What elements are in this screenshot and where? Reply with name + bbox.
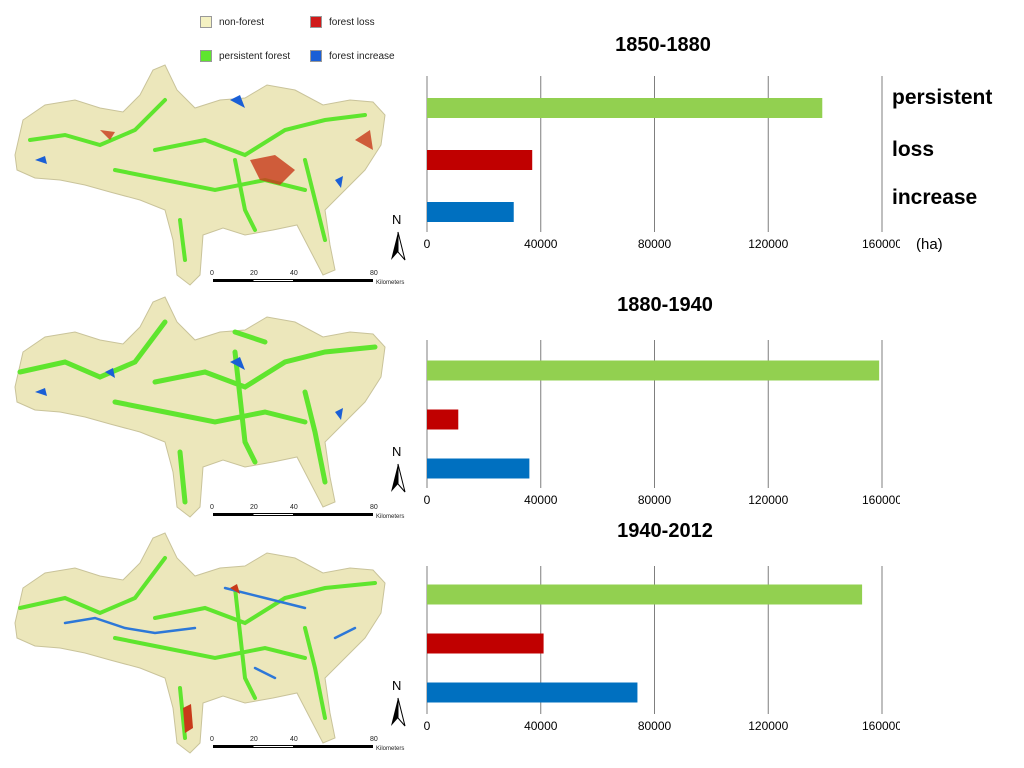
bar-loss	[427, 150, 533, 170]
category-label-increase: increase	[892, 186, 978, 209]
tick-label: 160000	[862, 237, 900, 251]
bar-chart-1850-1880: 0 40000 80000 120000 160000	[424, 76, 900, 251]
forest-loss-area	[183, 584, 240, 733]
north-label: N	[392, 444, 402, 459]
tick-label: 160000	[862, 493, 900, 507]
persistent-forest-area	[18, 556, 377, 740]
tick-label: 0	[424, 493, 431, 507]
chart-title-1850-1880: 1850-1880	[615, 34, 711, 56]
forest-map-1850-1880: N 0 20 40 80 Kilometers	[5, 60, 417, 290]
legend-label: non-forest	[219, 16, 265, 28]
scale-tick: 80	[370, 504, 378, 511]
persistent-forest-area	[28, 98, 367, 262]
scale-bar: 0 20 40 80 Kilometers	[210, 736, 416, 756]
bar-chart-1880-1940: 0 40000 80000 120000 160000	[424, 340, 900, 507]
region-map	[14, 532, 386, 754]
tick-label: 80000	[638, 493, 672, 507]
scale-unit: Kilometers	[376, 280, 405, 286]
chart-title-1940-2012: 1940-2012	[617, 520, 713, 542]
scale-unit: Kilometers	[376, 746, 405, 752]
region-shape	[14, 64, 386, 286]
legend-item-forest-increase: forest increase	[310, 50, 395, 62]
bar-loss	[427, 409, 459, 430]
region-map	[14, 296, 386, 518]
category-label-loss: loss	[892, 138, 935, 161]
unit-label: (ha)	[916, 236, 943, 253]
legend-swatch-persistent-forest	[200, 50, 212, 62]
forest-map-1940-2012: N 0 20 40 80 Kilometers	[5, 528, 417, 758]
legend-swatch-forest-increase	[310, 50, 322, 62]
region-map	[14, 64, 386, 286]
chart-title-1880-1940: 1880-1940	[617, 294, 713, 316]
bar-increase	[427, 202, 514, 222]
persistent-forest-area	[17, 319, 378, 505]
scale-unit: Kilometers	[376, 514, 405, 520]
scale-tick: 40	[290, 270, 298, 277]
bar-increase	[427, 682, 638, 703]
scale-tick: 20	[250, 270, 258, 277]
tick-label: 120000	[748, 237, 788, 251]
scale-tick: 40	[290, 504, 298, 511]
scale-tick: 80	[370, 270, 378, 277]
legend-label: forest loss	[329, 16, 375, 28]
tick-label: 80000	[638, 719, 672, 733]
tick-label: 0	[424, 719, 431, 733]
scale-bar-track	[213, 513, 373, 516]
scale-tick: 40	[290, 736, 298, 743]
scale-tick: 0	[210, 736, 214, 743]
north-label: N	[392, 678, 402, 693]
scale-tick: 80	[370, 736, 378, 743]
bar-persistent	[427, 98, 823, 118]
scale-tick: 0	[210, 504, 214, 511]
bar-chart-1940-2012: 0 40000 80000 120000 160000	[424, 566, 900, 733]
scale-bar-track	[213, 745, 373, 748]
region-shape	[14, 296, 386, 518]
legend-item-forest-loss: forest loss	[310, 16, 375, 28]
forest-increase-area	[63, 586, 357, 680]
scale-bar-track	[213, 279, 373, 282]
scale-tick: 0	[210, 270, 214, 277]
north-arrow-icon	[391, 697, 406, 727]
scale-bar: 0 20 40 80 Kilometers	[210, 504, 416, 524]
tick-label: 0	[424, 237, 431, 251]
legend-item-non-forest: non-forest	[200, 16, 264, 28]
legend-swatch-forest-loss	[310, 16, 322, 28]
region-shape	[14, 532, 386, 754]
legend-swatch-non-forest	[200, 16, 212, 28]
bar-increase	[427, 458, 530, 479]
scale-tick: 20	[250, 504, 258, 511]
forest-map-1880-1940: N 0 20 40 80 Kilometers	[5, 292, 417, 522]
north-label: N	[392, 212, 402, 227]
north-arrow: N	[385, 444, 415, 496]
bar-persistent	[427, 584, 863, 605]
legend-label: forest increase	[329, 50, 395, 62]
forest-increase-area	[35, 357, 343, 420]
legend-item-persistent-forest: persistent forest	[200, 50, 290, 62]
tick-label: 40000	[524, 493, 558, 507]
bar-persistent	[427, 360, 880, 381]
bar-loss	[427, 633, 544, 654]
tick-label: 120000	[748, 719, 788, 733]
map-legend: non-forest forest loss persistent forest…	[200, 16, 410, 66]
north-arrow: N	[385, 212, 415, 264]
north-arrow: N	[385, 678, 415, 730]
category-label-persistent: persistent	[892, 86, 993, 109]
tick-label: 40000	[524, 237, 558, 251]
tick-label: 160000	[862, 719, 900, 733]
tick-label: 40000	[524, 719, 558, 733]
legend-label: persistent forest	[219, 50, 291, 62]
north-arrow-icon	[391, 463, 406, 493]
scale-tick: 20	[250, 736, 258, 743]
tick-label: 80000	[638, 237, 672, 251]
north-arrow-icon	[391, 231, 406, 261]
scale-bar: 0 20 40 80 Kilometers	[210, 270, 416, 290]
tick-label: 120000	[748, 493, 788, 507]
